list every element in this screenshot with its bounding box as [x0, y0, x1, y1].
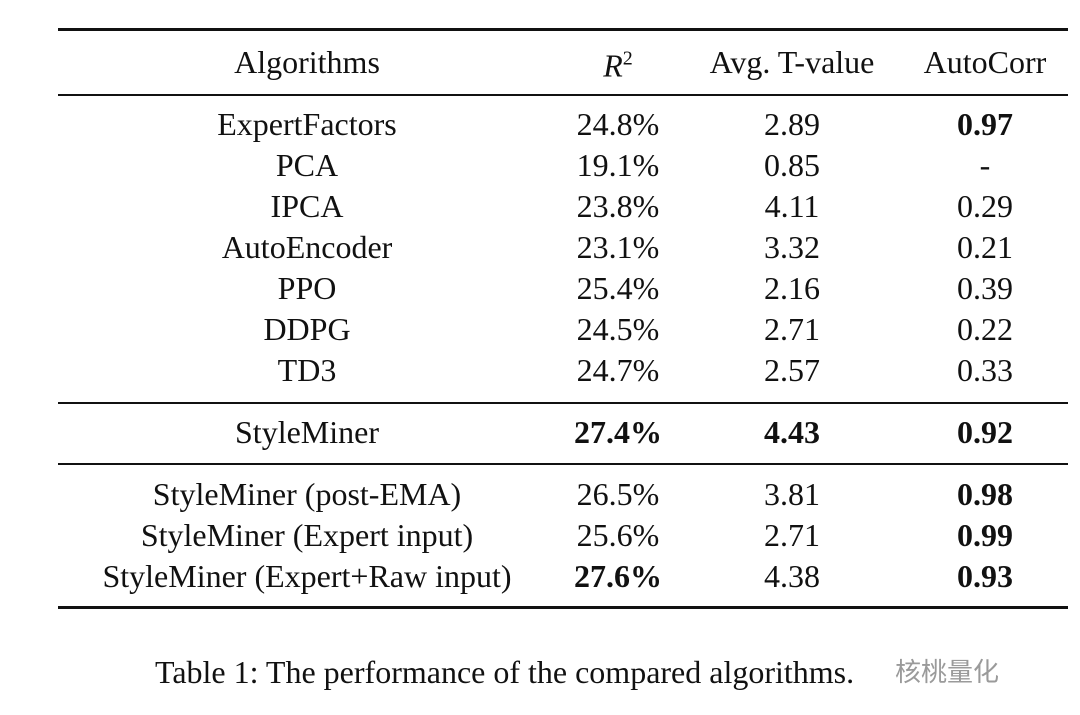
table-cell: 2.71 [764, 517, 820, 553]
table-cell: 0.33 [957, 352, 1013, 388]
table-cell: 27.4% [574, 414, 662, 450]
table-cell: StyleMiner (post-EMA) [152, 476, 462, 512]
table-cell: 2.89 [764, 106, 820, 142]
header-sup: 2 [622, 47, 633, 70]
table-cell: IPCA [270, 188, 344, 224]
header-cell: Avg. T-value [709, 44, 875, 80]
header-cell: Algorithms [234, 44, 380, 80]
header-base: R [603, 47, 623, 84]
table-cell: 24.5% [576, 311, 660, 347]
table-cell: DDPG [263, 311, 351, 347]
table-cell: 4.11 [764, 188, 820, 224]
table-cell: 4.43 [764, 414, 820, 450]
table-cell: 0.29 [957, 188, 1013, 224]
table-cell: 25.4% [576, 270, 660, 306]
table-cell: PCA [275, 147, 339, 183]
table-cell: 0.93 [957, 558, 1013, 594]
table-cell: 3.81 [764, 476, 820, 512]
table-cell: - [979, 147, 991, 183]
table-cell: ExpertFactors [217, 106, 397, 142]
table-cell: 0.39 [957, 270, 1013, 306]
table-cell: 2.16 [764, 270, 820, 306]
table-cell: 0.98 [957, 476, 1013, 512]
bottom-rule [58, 606, 1068, 609]
table-cell: 27.6% [574, 558, 662, 594]
table-cell: 2.57 [764, 352, 820, 388]
table-cell: 0.22 [957, 311, 1013, 347]
table-cell: 3.32 [764, 229, 820, 265]
header-rule [58, 94, 1068, 96]
table-cell: StyleMiner [235, 414, 379, 450]
table-cell: 23.8% [576, 188, 660, 224]
table-cell: 2.71 [764, 311, 820, 347]
table-cell: StyleMiner (Expert input) [140, 517, 474, 553]
header-cell: AutoCorr [923, 44, 1047, 80]
table-cell: AutoEncoder [221, 229, 393, 265]
top-rule [58, 28, 1068, 31]
table-cell: 25.6% [576, 517, 660, 553]
header-cell: R2 [603, 39, 633, 86]
table-cell: 23.1% [576, 229, 660, 265]
table-cell: TD3 [277, 352, 337, 388]
table-cell: 0.85 [764, 147, 820, 183]
table-cell: 0.97 [957, 106, 1013, 142]
table-cell: 26.5% [576, 476, 660, 512]
table-cell: PPO [277, 270, 337, 306]
section-rule [58, 463, 1068, 465]
section-rule [58, 402, 1068, 404]
table-cell: 0.99 [957, 517, 1013, 553]
watermark: 核桃量化 [895, 658, 1000, 688]
table-cell: 24.8% [576, 106, 660, 142]
table-cell: 0.92 [957, 414, 1013, 450]
table-cell: 4.38 [764, 558, 820, 594]
table-cell: 24.7% [576, 352, 660, 388]
table-cell: StyleMiner (Expert+Raw input) [102, 558, 512, 594]
table-cell: 0.21 [957, 229, 1013, 265]
table-cell: 19.1% [576, 147, 660, 183]
caption: Table 1: The performance of the compared… [155, 654, 855, 690]
